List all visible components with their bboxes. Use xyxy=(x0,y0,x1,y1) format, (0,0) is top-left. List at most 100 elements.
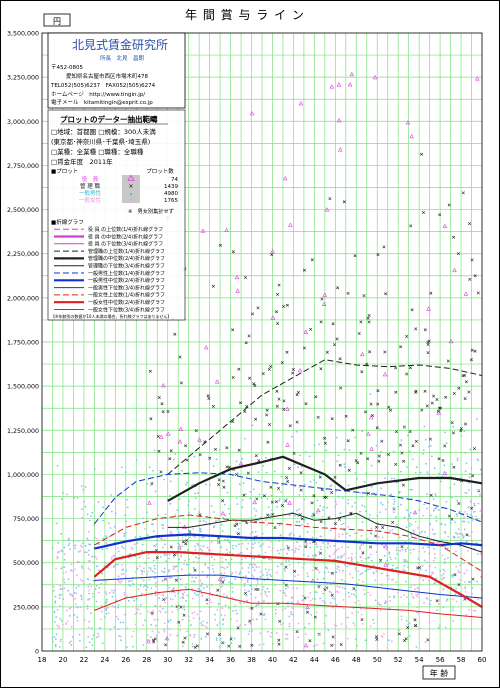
scatter-point xyxy=(290,532,292,535)
scatter-point xyxy=(463,373,467,377)
scatter-point xyxy=(88,598,91,600)
scatter-point xyxy=(362,580,364,583)
scatter-point xyxy=(122,547,125,550)
scatter-point xyxy=(293,463,296,466)
scatter-point xyxy=(198,511,201,513)
scatter-point xyxy=(300,466,303,468)
scatter-point xyxy=(419,152,424,156)
scatter-point xyxy=(451,598,454,601)
scatter-point xyxy=(56,624,58,627)
scatter-point xyxy=(287,601,289,604)
scatter-point xyxy=(468,489,470,491)
scatter-point xyxy=(113,554,115,557)
scatter-point xyxy=(476,580,478,583)
scatter-point xyxy=(419,532,422,535)
scatter-point xyxy=(270,315,276,320)
scatter-point xyxy=(189,634,191,636)
scatter-point xyxy=(134,536,137,538)
scatter-point xyxy=(134,623,137,626)
scatter-point xyxy=(412,548,415,551)
scatter-point xyxy=(178,590,180,593)
scatter-point xyxy=(157,514,160,517)
scatter-point xyxy=(187,504,190,507)
scatter-point xyxy=(323,571,326,574)
scatter-point xyxy=(457,528,460,531)
scatter-point xyxy=(280,475,283,478)
scatter-point xyxy=(120,466,123,469)
scatter-point xyxy=(353,593,355,596)
scatter-point xyxy=(139,583,142,586)
scatter-point xyxy=(334,551,336,554)
scatter-point xyxy=(51,637,54,639)
scatter-point xyxy=(369,402,373,406)
scatter-point xyxy=(213,511,216,513)
scatter-point xyxy=(343,553,345,556)
scatter-point xyxy=(67,544,70,547)
scatter-point xyxy=(67,589,70,592)
scatter-point xyxy=(456,459,459,462)
scatter-point xyxy=(193,633,196,636)
x-tick-label: 30 xyxy=(163,656,172,664)
scatter-point xyxy=(153,449,156,452)
scatter-point xyxy=(169,502,172,505)
scatter-point xyxy=(261,532,264,535)
scatter-point xyxy=(460,539,462,542)
scatter-point xyxy=(225,465,229,469)
scatter-point xyxy=(183,563,185,565)
scatter-point xyxy=(78,633,81,636)
scatter-point xyxy=(288,560,290,562)
series-line xyxy=(94,514,483,572)
scatter-point xyxy=(476,458,479,461)
scatter-point xyxy=(372,74,378,80)
scatter-point xyxy=(212,526,215,529)
scatter-point xyxy=(416,606,419,608)
scatter-point xyxy=(177,608,179,611)
scatter-point xyxy=(471,587,474,590)
scatter-point xyxy=(208,606,211,609)
scatter-point xyxy=(360,559,363,562)
scatter-point xyxy=(424,438,427,441)
scatter-point xyxy=(163,552,166,555)
scatter-point xyxy=(310,614,312,616)
scatter-point xyxy=(464,591,467,593)
scatter-point xyxy=(254,514,257,517)
scatter-point xyxy=(429,564,431,567)
scatter-point xyxy=(309,327,313,331)
scatter-point xyxy=(403,594,405,597)
scatter-point xyxy=(429,291,433,295)
scatter-point xyxy=(88,549,90,552)
scatter-point xyxy=(391,520,395,524)
scatter-point xyxy=(400,615,403,618)
scatter-point xyxy=(441,458,445,463)
scatter-point xyxy=(356,645,358,647)
scatter-point xyxy=(299,454,301,457)
scatter-point xyxy=(427,473,429,476)
scatter-point xyxy=(146,610,149,613)
scatter-point xyxy=(452,574,455,577)
scatter-point xyxy=(345,625,348,628)
scatter-point xyxy=(85,646,88,648)
scatter-point xyxy=(204,625,207,628)
scatter-point xyxy=(188,511,190,514)
scatter-point xyxy=(193,592,196,595)
scatter-point xyxy=(426,351,430,355)
scatter-point xyxy=(467,506,470,509)
scatter-point xyxy=(126,498,128,501)
scatter-point xyxy=(61,550,64,553)
scatter-point xyxy=(73,497,76,499)
scatter-point xyxy=(395,581,397,584)
scatter-point xyxy=(357,600,360,602)
scatter-point xyxy=(259,612,263,616)
scatter-point xyxy=(220,614,223,617)
scatter-point xyxy=(146,634,149,636)
scatter-point xyxy=(91,644,94,646)
scatter-point xyxy=(392,503,395,505)
scatter-point xyxy=(253,557,256,560)
scatter-point xyxy=(459,579,462,581)
scatter-point xyxy=(234,605,236,607)
scatter-point xyxy=(369,553,372,556)
scatter-point xyxy=(405,334,409,338)
scatter-point xyxy=(316,499,319,502)
scatter-point xyxy=(327,571,330,574)
scatter-point xyxy=(336,568,339,570)
